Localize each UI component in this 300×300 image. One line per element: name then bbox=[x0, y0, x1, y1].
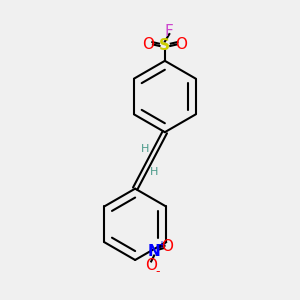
Text: O: O bbox=[145, 258, 157, 273]
Text: S: S bbox=[159, 38, 170, 53]
Text: O: O bbox=[175, 37, 187, 52]
Text: -: - bbox=[155, 265, 160, 278]
Text: +: + bbox=[157, 239, 165, 250]
Text: O: O bbox=[142, 37, 154, 52]
Text: F: F bbox=[165, 24, 174, 39]
Text: H: H bbox=[150, 167, 159, 177]
Text: H: H bbox=[141, 144, 150, 154]
Text: N: N bbox=[148, 244, 161, 259]
Text: O: O bbox=[161, 239, 173, 254]
